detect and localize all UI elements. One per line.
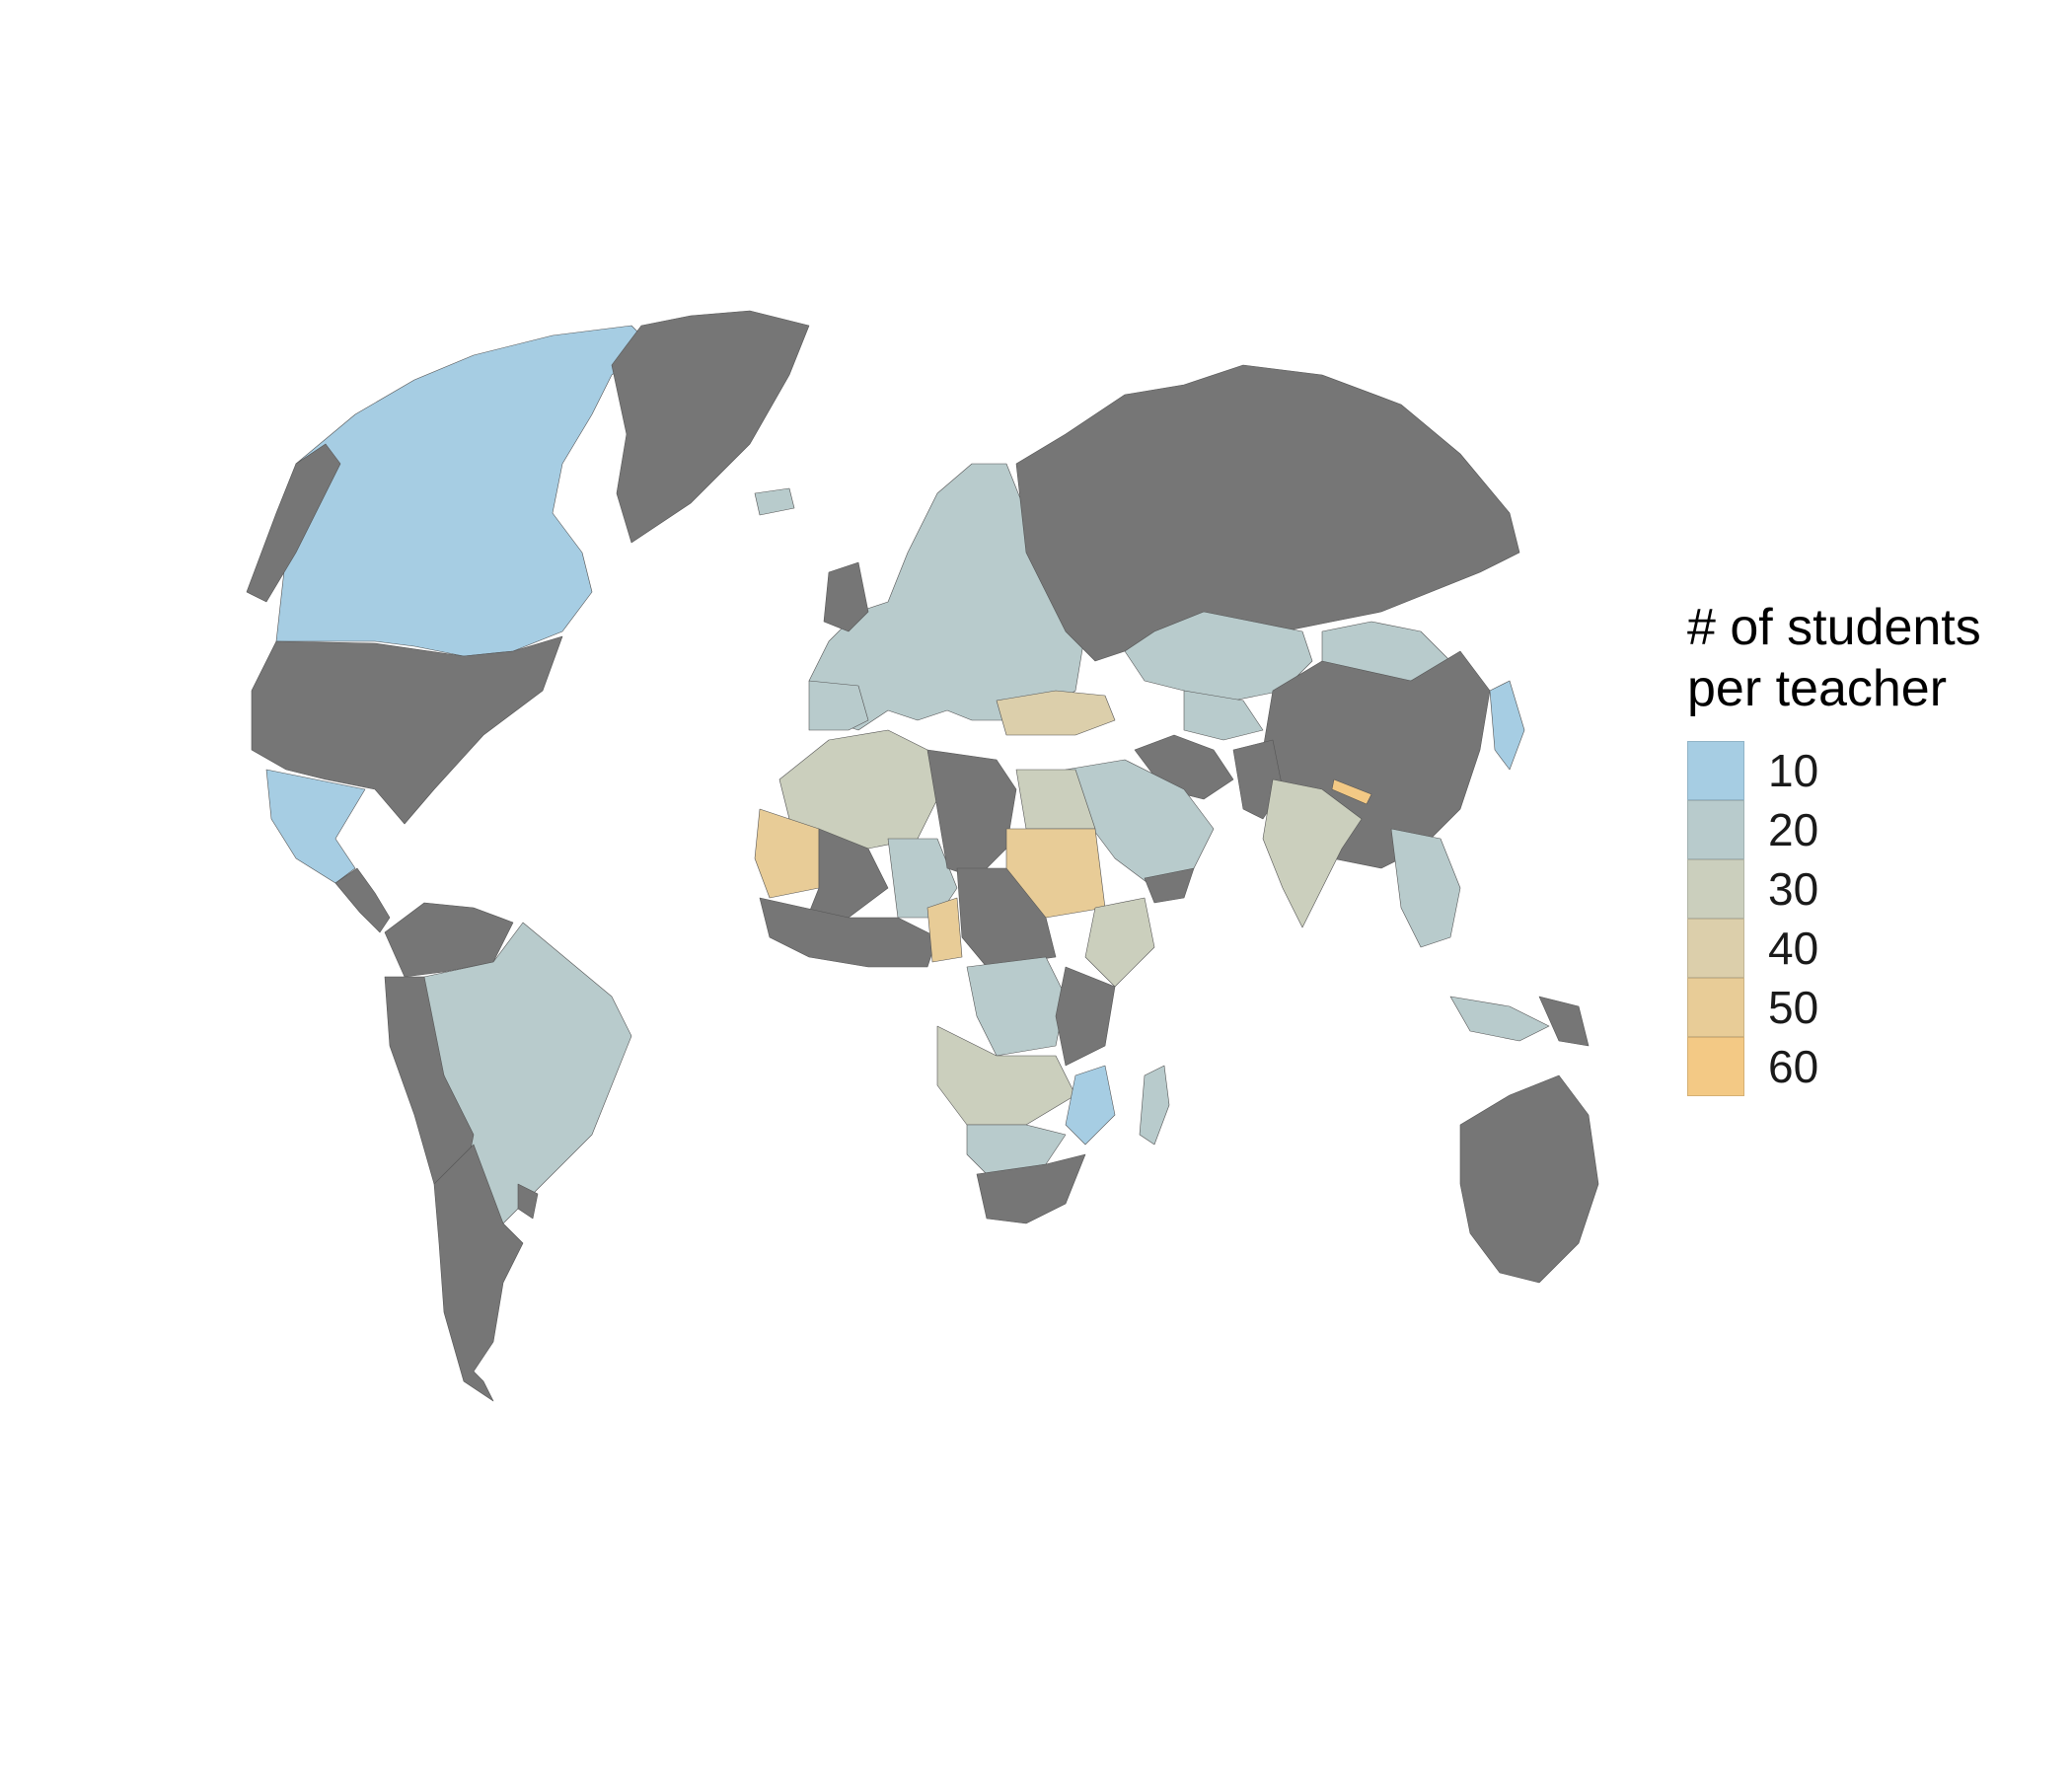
region-cameroon: [926, 897, 963, 963]
legend-swatch-30: [1687, 859, 1744, 919]
region-india: [1262, 778, 1363, 928]
region-new-guinea: [1538, 996, 1590, 1047]
legend: # of students per teacher 10 20 30 40 50…: [1687, 597, 1981, 1096]
region-alaska: [246, 443, 341, 603]
region-greenland: [611, 310, 810, 544]
world-choropleth-map: [246, 310, 1599, 1402]
region-west-africa: [759, 897, 938, 968]
legend-title: # of students per teacher: [1687, 597, 1981, 719]
region-iceland: [754, 487, 795, 516]
region-uruguay: [517, 1183, 539, 1220]
region-libya: [926, 749, 1017, 879]
legend-item-20: 20: [1687, 800, 1981, 859]
legend-item-50: 50: [1687, 978, 1981, 1037]
legend-label-10: 10: [1768, 745, 1819, 796]
region-kazakhstan: [1124, 611, 1313, 702]
legend-swatch-50: [1687, 978, 1744, 1037]
legend-label-20: 20: [1768, 804, 1819, 855]
legend-label-30: 30: [1768, 863, 1819, 915]
region-uk: [823, 561, 869, 632]
legend-swatch-60: [1687, 1037, 1744, 1096]
region-canada: [275, 325, 652, 657]
legend-title-line-1: # of students: [1687, 599, 1981, 656]
region-usa: [251, 635, 563, 825]
legend-label-50: 50: [1768, 982, 1819, 1033]
legend-title-line-2: per teacher: [1687, 660, 1948, 717]
region-indonesia: [1449, 996, 1550, 1042]
region-russia: [1015, 364, 1520, 662]
legend-label-60: 60: [1768, 1041, 1819, 1092]
region-iberia: [808, 680, 869, 731]
region-southeast-asia: [1390, 828, 1461, 948]
legend-item-60: 60: [1687, 1037, 1981, 1096]
region-east-africa: [1055, 966, 1116, 1067]
region-south-africa: [976, 1153, 1086, 1224]
region-turkey: [996, 690, 1116, 736]
legend-swatch-20: [1687, 800, 1744, 859]
region-japan: [1489, 680, 1525, 771]
legend-swatch-10: [1687, 741, 1744, 800]
region-dr-congo: [966, 956, 1067, 1057]
region-mexico: [265, 769, 366, 884]
region-central-asia: [1183, 690, 1264, 741]
region-central-africa: [956, 867, 1057, 968]
legend-label-40: 40: [1768, 923, 1819, 974]
region-mauritania: [754, 808, 820, 899]
region-argentina: [433, 1144, 524, 1402]
region-nepal: [1331, 778, 1372, 805]
region-australia: [1459, 1074, 1599, 1284]
region-ethiopia: [1084, 897, 1155, 988]
region-central-america: [334, 867, 391, 933]
legend-swatch-40: [1687, 919, 1744, 978]
legend-item-40: 40: [1687, 919, 1981, 978]
region-madagascar: [1139, 1065, 1170, 1146]
region-angola-zambia: [936, 1025, 1076, 1126]
region-yemen: [1144, 867, 1195, 904]
region-venezuela-colombia: [384, 902, 514, 978]
legend-item-10: 10: [1687, 741, 1981, 800]
legend-item-30: 30: [1687, 859, 1981, 919]
region-mozambique: [1065, 1065, 1116, 1146]
